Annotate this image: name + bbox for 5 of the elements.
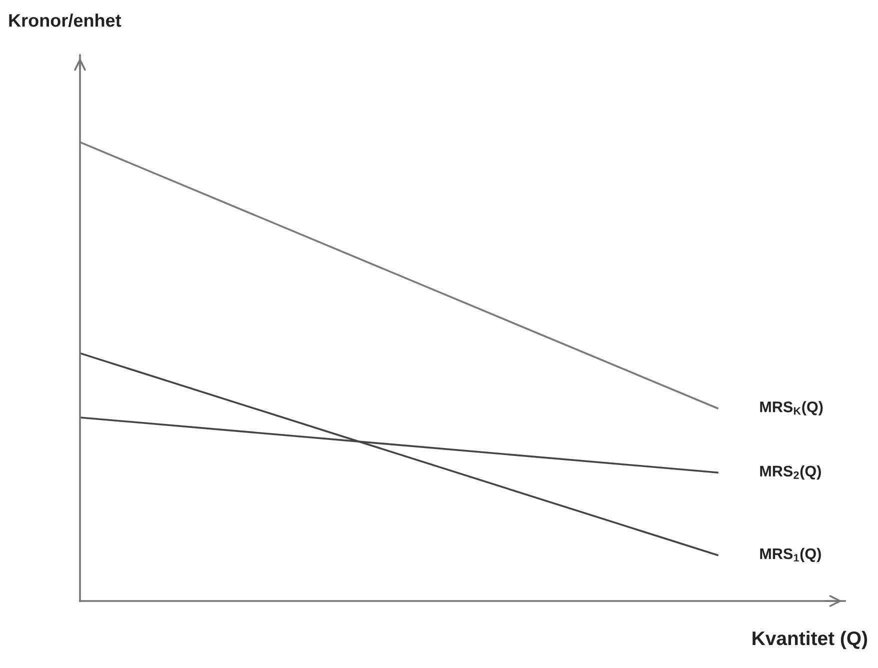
x-axis-title: Kvantitet (Q) — [752, 630, 868, 650]
text: Kronor/enhet — [9, 14, 122, 28]
text: MRS$_{2}$(Q) — [760, 465, 821, 480]
text: MRS$_{1}$(Q) — [760, 548, 821, 562]
text: MRS$_{K}$(Q) — [760, 401, 823, 416]
